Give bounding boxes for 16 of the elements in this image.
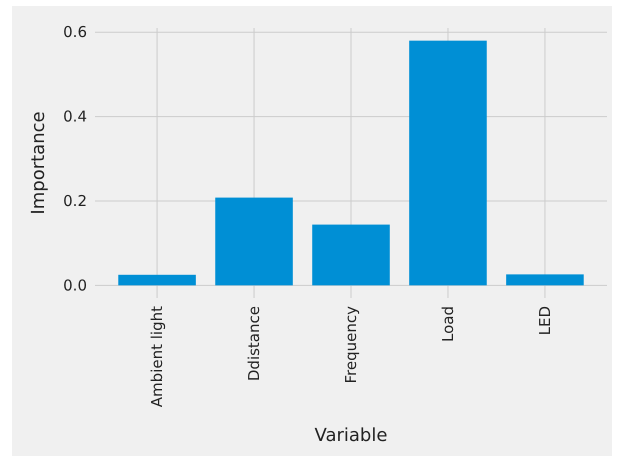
bar (312, 224, 390, 286)
y-tick-label: 0.6 (63, 23, 87, 42)
x-axis-title: Variable (314, 425, 388, 446)
x-tick-label: Load (438, 306, 457, 342)
x-tick-label: Ddistance (245, 306, 264, 382)
bar (506, 274, 584, 286)
x-tick-label: LED (536, 306, 554, 336)
bar (215, 198, 293, 286)
y-axis-title: Importance (28, 111, 49, 215)
x-tick-label: Frequency (342, 306, 360, 384)
y-tick-label: 0.0 (63, 276, 87, 294)
bar (409, 40, 487, 286)
y-tick-label: 0.2 (63, 192, 87, 210)
x-tick-label: Ambient light (148, 306, 166, 408)
y-tick-label: 0.4 (63, 108, 87, 126)
bar (118, 274, 196, 286)
